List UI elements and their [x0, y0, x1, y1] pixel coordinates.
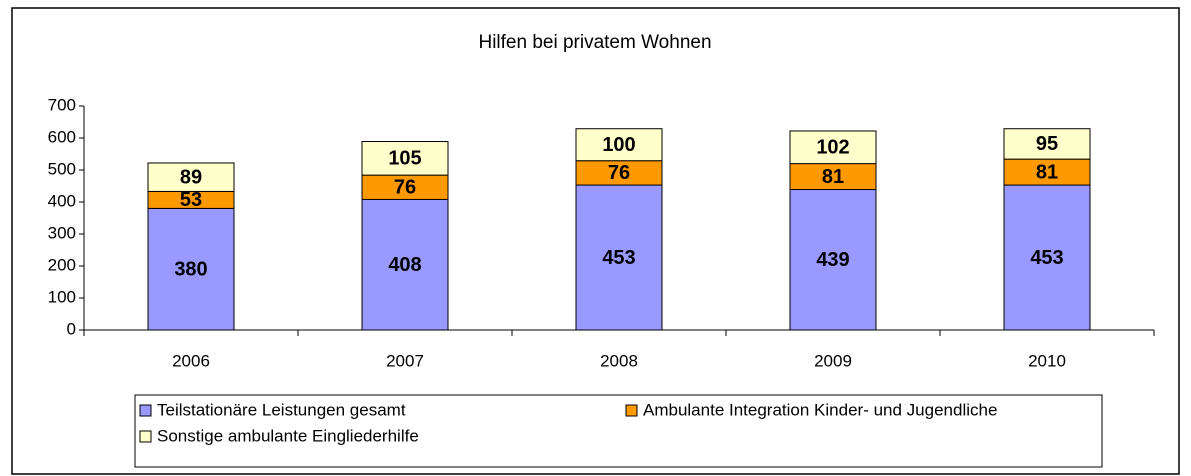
legend-label: Sonstige ambulante Eingliederhilfe [157, 426, 419, 445]
data-label: 100 [602, 134, 635, 156]
data-label: 102 [816, 137, 849, 159]
y-tick-label: 500 [48, 159, 76, 178]
legend-label: Teilstationäre Leistungen gesamt [157, 400, 406, 419]
data-label: 81 [1036, 161, 1058, 183]
bar-segment [147, 207, 235, 331]
y-tick-label: 400 [48, 191, 76, 210]
x-tick-label: 2006 [172, 351, 210, 370]
data-label: 439 [816, 249, 849, 271]
x-tick-label: 2007 [386, 351, 424, 370]
legend-swatch [139, 404, 152, 417]
bar-segment [789, 163, 877, 191]
x-tick-label: 2008 [600, 351, 638, 370]
data-label: 53 [180, 189, 202, 211]
bar-segment [361, 198, 449, 331]
bar-segment [1003, 128, 1091, 160]
legend-swatch [625, 404, 638, 417]
data-label: 408 [388, 254, 421, 276]
y-tick-label: 0 [67, 319, 76, 338]
data-label: 76 [608, 162, 630, 184]
x-tick-label: 2010 [1028, 351, 1066, 370]
chart-title: Hilfen bei privatem Wohnen [478, 32, 711, 53]
y-tick-label: 600 [48, 127, 76, 146]
bar-segment [147, 162, 235, 192]
data-label: 453 [1030, 247, 1063, 269]
bar-segment [575, 184, 663, 331]
data-label: 81 [822, 166, 844, 188]
y-tick-label: 100 [48, 287, 76, 306]
data-label: 89 [180, 166, 202, 188]
y-tick-label: 700 [48, 95, 76, 114]
bar-segment [789, 189, 877, 331]
data-label: 453 [602, 247, 635, 269]
bar-segment [789, 130, 877, 165]
data-label: 76 [394, 177, 416, 199]
data-label: 380 [174, 258, 207, 280]
y-tick-label: 200 [48, 255, 76, 274]
legend-swatch [139, 430, 152, 443]
bar-segment [361, 141, 449, 176]
legend-box [134, 394, 1103, 468]
bar-segment [575, 128, 663, 162]
y-tick-label: 300 [48, 223, 76, 242]
data-label: 95 [1036, 133, 1058, 155]
legend-label: Ambulante Integration Kinder- und Jugend… [643, 400, 997, 419]
data-label: 105 [388, 148, 421, 170]
x-tick-label: 2009 [814, 351, 852, 370]
bar-segment [1003, 184, 1091, 331]
